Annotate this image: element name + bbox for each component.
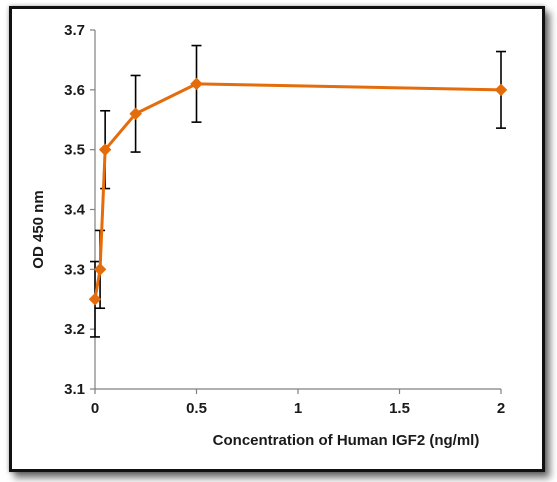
y-ticks: 3.1 3.2 3.3 3.4 3.5 3.6 3.7: [64, 22, 95, 398]
chart-frame: [9, 6, 545, 472]
y-tick-label: 3.7: [64, 22, 85, 39]
data-point-marker: [129, 107, 142, 121]
data-point-marker: [93, 262, 107, 276]
y-tick-label: 3.6: [64, 82, 85, 99]
y-tick-label: 3.2: [64, 321, 85, 338]
data-point-marker: [190, 77, 203, 91]
data-point-marker: [88, 292, 102, 306]
series-line: [93, 82, 502, 300]
x-ticks: 0 0.5 1 1.5 2: [91, 389, 505, 417]
x-tick-label: 1.5: [389, 400, 410, 417]
x-tick-label: 0: [91, 400, 99, 417]
series-group: [88, 77, 508, 306]
x-tick-label: 2: [497, 400, 505, 417]
x-axis-title: Concentration of Human IGF2 (ng/ml): [213, 432, 480, 449]
y-tick-label: 3.5: [64, 142, 85, 159]
axes: [94, 30, 501, 390]
x-tick-label: 0.5: [186, 400, 207, 417]
data-point-marker: [494, 83, 508, 97]
y-tick-label: 3.3: [64, 261, 85, 278]
x-tick-label: 1: [294, 400, 302, 417]
y-tick-label: 3.4: [64, 202, 86, 219]
y-tick-label: 3.1: [64, 381, 85, 398]
y-axis-title: OD 450 nm: [30, 190, 47, 268]
data-point-marker: [98, 143, 112, 157]
